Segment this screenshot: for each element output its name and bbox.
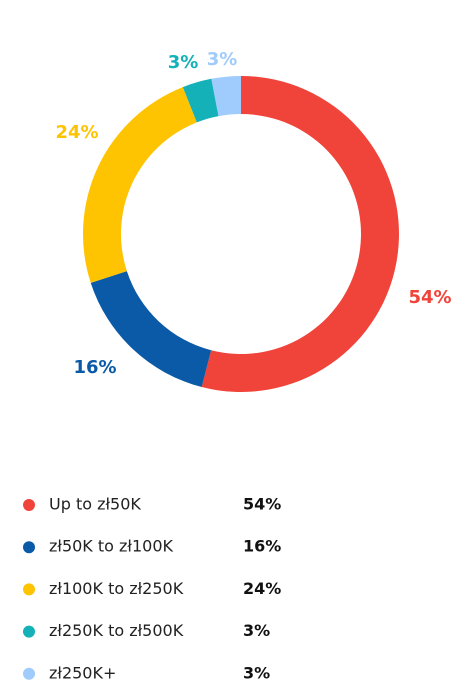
legend-value: 54% bbox=[243, 495, 281, 514]
legend-marker bbox=[23, 625, 35, 638]
donut-slice bbox=[82, 87, 197, 283]
data-label: 54% bbox=[408, 287, 451, 308]
data-label: 3% bbox=[207, 49, 238, 70]
donut-slice bbox=[201, 76, 399, 392]
legend-label: Up to zł50K bbox=[49, 495, 141, 514]
donut-slice bbox=[182, 78, 219, 123]
legend-marker bbox=[23, 499, 35, 511]
legend-label: zł250K to zł500K bbox=[49, 621, 184, 640]
legend-label: zł100K to zł250K bbox=[49, 579, 184, 598]
legend-label: zł250K+ bbox=[49, 663, 116, 682]
data-label: 3% bbox=[168, 52, 199, 73]
legend-marker bbox=[23, 583, 35, 596]
donut-slice bbox=[90, 271, 212, 388]
legend-value: 3% bbox=[243, 621, 270, 640]
legend-marker bbox=[23, 667, 35, 680]
legend-marker bbox=[23, 541, 35, 554]
data-label: 16% bbox=[73, 357, 116, 378]
legend-label: zł50K to zł100K bbox=[49, 537, 174, 556]
legend-value: 3% bbox=[243, 663, 270, 682]
data-label: 24% bbox=[55, 122, 98, 143]
legend-value: 24% bbox=[243, 579, 281, 598]
legend-value: 16% bbox=[243, 537, 281, 556]
donut-slice bbox=[211, 76, 241, 117]
